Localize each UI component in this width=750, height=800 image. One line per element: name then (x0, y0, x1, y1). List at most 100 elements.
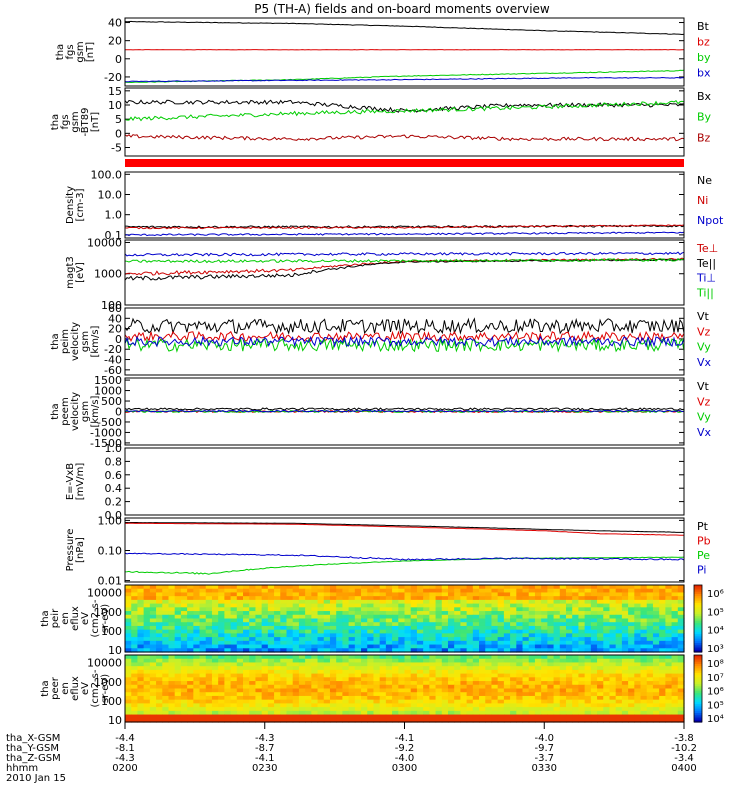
heatmap-cell (205, 710, 213, 716)
heatmap-cell (541, 703, 548, 708)
heatmap-cell (193, 692, 201, 697)
heatmap-cell (404, 707, 412, 712)
heatmap-cell (311, 611, 319, 616)
heatmap-cell (180, 718, 188, 723)
heatmap-cell (441, 662, 449, 667)
heatmap-cell (230, 585, 238, 590)
heatmap-cell (162, 625, 170, 631)
heatmap-cell (628, 629, 635, 634)
heatmap-cell (361, 607, 368, 612)
heatmap-cell (528, 596, 536, 601)
heatmap-cell (280, 585, 288, 590)
heatmap-cell (435, 658, 443, 664)
legend-label: Bz (697, 131, 711, 144)
heatmap-cell (367, 633, 375, 638)
heatmap-cell (193, 658, 201, 664)
heatmap-cell (516, 599, 524, 605)
heatmap-cell (652, 625, 660, 631)
heatmap-cell (305, 644, 312, 649)
heatmap-cell (274, 644, 281, 649)
heatmap-cell (447, 714, 455, 719)
heatmap-cell (162, 710, 170, 716)
heatmap-cell (565, 607, 573, 612)
heatmap-cell (584, 655, 592, 660)
heatmap-cell (342, 699, 350, 704)
heatmap-cell (429, 707, 437, 712)
heatmap-cell (404, 637, 412, 642)
heatmap-cell (528, 692, 536, 697)
heatmap-cell (528, 684, 536, 690)
heatmap-cell (659, 625, 666, 631)
heatmap-cell (298, 707, 306, 712)
heatmap-cell (534, 592, 542, 597)
heatmap-cell (634, 714, 642, 719)
heatmap-cell (472, 596, 480, 601)
heatmap-cell (261, 648, 269, 653)
heatmap-cell (472, 703, 480, 708)
heatmap-cell (224, 673, 232, 678)
heatmap-cell (205, 655, 213, 660)
heatmap-cell (280, 673, 288, 678)
heatmap-cell (174, 655, 182, 660)
heatmap-cell (485, 710, 493, 716)
heatmap-cell (373, 588, 381, 594)
heatmap-cell (547, 688, 555, 693)
heatmap-cell (510, 718, 517, 723)
heatmap-cell (516, 607, 524, 612)
heatmap-cell (609, 625, 617, 631)
heatmap-cell (149, 714, 157, 719)
heatmap-cell (348, 625, 356, 631)
heatmap-cell (423, 673, 430, 678)
heatmap-cell (640, 614, 648, 620)
heatmap-cell (615, 596, 623, 601)
heatmap-cell (243, 681, 250, 686)
heatmap-cell (379, 658, 387, 664)
heatmap-cell (131, 640, 139, 646)
heatmap-cell (305, 633, 312, 638)
heatmap-cell (280, 611, 288, 616)
heatmap-cell (255, 633, 263, 638)
heatmap-cell (541, 611, 548, 616)
heatmap-cell (292, 599, 300, 605)
heatmap-cell (392, 625, 399, 631)
heatmap-cell (143, 695, 151, 701)
heatmap-cell (547, 669, 555, 675)
heatmap-cell (677, 618, 685, 623)
heatmap-cell (534, 710, 542, 716)
heatmap-cell (373, 714, 381, 719)
heatmap-cell (479, 707, 486, 712)
heatmap-cell (162, 592, 170, 597)
heatmap-cell (361, 596, 368, 601)
heatmap-cell (205, 622, 213, 627)
heatmap-cell (367, 655, 375, 660)
heatmap-cell (460, 618, 468, 623)
heatmap-cell (497, 655, 505, 660)
heatmap-cell (553, 596, 561, 601)
heatmap-cell (621, 637, 629, 642)
heatmap-cell (652, 662, 660, 667)
heatmap-cell (659, 622, 666, 627)
heatmap-cell (205, 588, 213, 594)
heatmap-cell (274, 684, 281, 690)
heatmap-cell (460, 607, 468, 612)
heatmap-cell (205, 666, 213, 671)
x-axis-value: -8.7 (255, 743, 275, 754)
heatmap-cell (510, 596, 517, 601)
heatmap-cell (354, 684, 362, 690)
heatmap-cell (597, 673, 604, 678)
heatmap-cell (224, 599, 232, 605)
heatmap-cell (609, 688, 617, 693)
heatmap-cell (416, 662, 424, 667)
heatmap-cell (286, 588, 294, 594)
heatmap-cell (373, 644, 381, 649)
heatmap-cell (559, 648, 567, 653)
heatmap-cell (199, 677, 207, 682)
heatmap-cell (597, 599, 604, 605)
series-line-Vt (124, 407, 685, 411)
heatmap-cell (491, 677, 499, 682)
heatmap-cell (454, 618, 461, 623)
heatmap-cell (205, 607, 213, 612)
heatmap-cell (280, 655, 288, 660)
heatmap-cell (584, 677, 592, 682)
heatmap-cell (180, 625, 188, 631)
